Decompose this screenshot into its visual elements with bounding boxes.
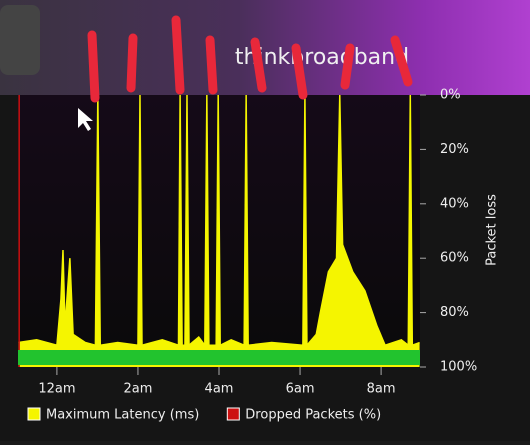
logo: thinkbroadband — [235, 45, 409, 70]
x-tick-label: 6am — [286, 382, 315, 397]
y-axis-label: Packet loss — [485, 194, 500, 266]
scribbles — [87, 15, 413, 103]
y-tick-label: 100% — [440, 360, 477, 375]
legend-label: Dropped Packets (%) — [245, 408, 381, 423]
y-tick-label: 80% — [440, 305, 469, 320]
baseline-band — [18, 350, 420, 365]
side-panel — [0, 5, 40, 75]
legend-swatch — [27, 407, 41, 421]
legend-label: Maximum Latency (ms) — [46, 408, 199, 423]
area-line — [18, 94, 420, 348]
y-tick-label: 20% — [440, 142, 469, 157]
dropped-bar — [18, 95, 20, 367]
x-tick-label: 8am — [367, 382, 396, 397]
x-tick-label: 12am — [38, 382, 75, 397]
cursor — [78, 108, 93, 131]
legend-swatch — [226, 407, 240, 421]
x-tick-label: 2am — [123, 382, 152, 397]
y-tick-label: 0% — [440, 88, 461, 103]
x-tick-label: 4am — [205, 382, 234, 397]
y-tick-label: 60% — [440, 251, 469, 266]
y-tick-label: 40% — [440, 196, 469, 211]
